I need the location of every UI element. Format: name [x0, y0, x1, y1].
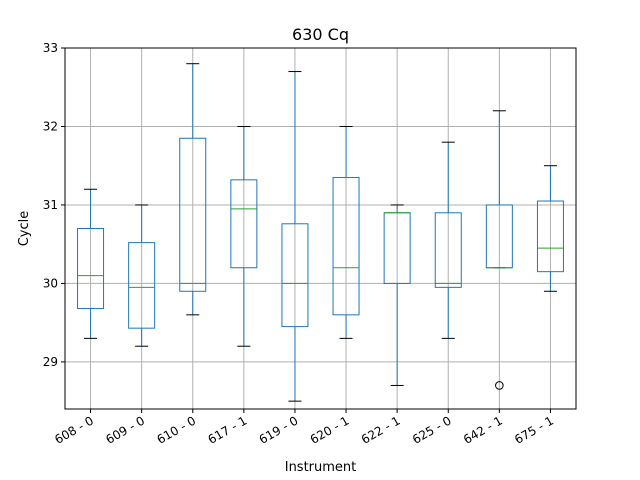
- outlier-point: [495, 381, 504, 390]
- iqr-box: [434, 212, 462, 288]
- box-plot-609-0: [128, 204, 156, 347]
- iqr-box: [536, 200, 564, 273]
- axis-ticks: 29 30 31 32 33 608 - 0 609 - 0 610 - 0 617 - 1 61…: [43, 41, 556, 447]
- iqr-box: [128, 242, 156, 329]
- iqr-box: [230, 179, 258, 269]
- box-plot-617-1: [230, 125, 258, 347]
- x-axis-label: Instrument: [285, 460, 357, 475]
- x-tick-label: 625 - 0: [410, 413, 454, 446]
- box-plot-622-1: [383, 204, 411, 386]
- iqr-box: [77, 228, 105, 310]
- x-tick-label: 642 - 1: [461, 413, 505, 446]
- plot-area-frame: [64, 47, 577, 410]
- box-plot-620-1: [332, 125, 360, 339]
- box-plot-625-0: [434, 141, 462, 339]
- box-plots: [77, 63, 564, 402]
- y-tick-label: 31: [43, 198, 58, 212]
- iqr-box: [332, 176, 360, 316]
- x-tick-label: 622 - 1: [359, 413, 403, 446]
- chart-title: 630 Cq: [292, 25, 349, 44]
- y-tick-label: 30: [43, 276, 58, 290]
- box-plot-642-1: [485, 110, 513, 390]
- y-tick-label: 33: [43, 41, 58, 55]
- box-plot-608-0: [77, 188, 105, 339]
- y-tick-label: 32: [43, 119, 58, 133]
- x-tick-label: 617 - 1: [206, 413, 250, 446]
- x-tick-label: 609 - 0: [103, 413, 147, 446]
- x-tick-label: 610 - 0: [154, 413, 198, 446]
- x-tick-label: 675 - 1: [512, 413, 556, 446]
- x-tick-label: 620 - 1: [308, 413, 352, 446]
- y-axis-label: Cycle: [17, 211, 32, 247]
- y-tick-label: 29: [43, 355, 58, 369]
- box-plot-619-0: [281, 71, 309, 402]
- iqr-box: [281, 223, 309, 328]
- box-plot-675-1: [536, 165, 564, 292]
- x-tick-label: 619 - 0: [257, 413, 301, 446]
- box-plot-610-0: [179, 63, 207, 316]
- iqr-box: [179, 137, 207, 292]
- x-tick-label: 608 - 0: [52, 413, 96, 446]
